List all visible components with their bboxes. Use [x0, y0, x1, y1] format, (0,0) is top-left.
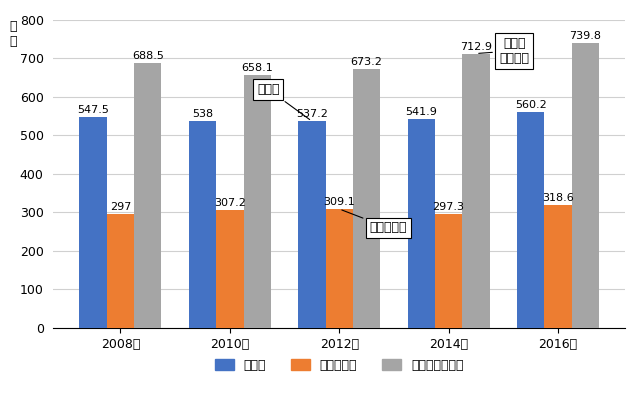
- Text: 307.2: 307.2: [214, 198, 246, 208]
- Bar: [79, 117, 107, 328]
- Bar: [189, 121, 216, 328]
- Text: 541.9: 541.9: [405, 107, 437, 117]
- Bar: [572, 43, 599, 328]
- Text: 547.5: 547.5: [77, 105, 109, 115]
- Bar: [216, 210, 244, 328]
- Bar: [408, 120, 435, 328]
- Bar: [435, 214, 462, 328]
- Text: 児童の
いる世帯: 児童の いる世帯: [479, 37, 529, 65]
- Bar: [107, 214, 134, 328]
- Text: 538: 538: [192, 109, 213, 119]
- Bar: [517, 112, 545, 328]
- Bar: [298, 121, 326, 328]
- Text: 688.5: 688.5: [132, 51, 164, 61]
- Bar: [244, 75, 271, 328]
- Bar: [353, 69, 380, 328]
- Text: 739.8: 739.8: [570, 31, 602, 41]
- Bar: [462, 54, 490, 328]
- Text: 537.2: 537.2: [296, 109, 328, 119]
- Legend: 全世帯, 高齢者世帯, 児童のいる世帯: 全世帯, 高齢者世帯, 児童のいる世帯: [210, 354, 468, 377]
- Text: 297.3: 297.3: [433, 202, 465, 212]
- Text: 673.2: 673.2: [351, 57, 383, 67]
- Text: 297: 297: [110, 202, 131, 212]
- Bar: [134, 63, 161, 328]
- Text: 712.9: 712.9: [460, 42, 492, 51]
- Text: 318.6: 318.6: [542, 193, 574, 203]
- Bar: [326, 209, 353, 328]
- Text: 658.1: 658.1: [241, 63, 273, 73]
- Y-axis label: 万
円: 万 円: [10, 20, 17, 48]
- Text: 309.1: 309.1: [323, 197, 355, 207]
- Text: 全世帯: 全世帯: [257, 83, 310, 120]
- Text: 560.2: 560.2: [515, 100, 547, 110]
- Bar: [545, 205, 572, 328]
- Text: 高齢者世帯: 高齢者世帯: [342, 210, 407, 234]
